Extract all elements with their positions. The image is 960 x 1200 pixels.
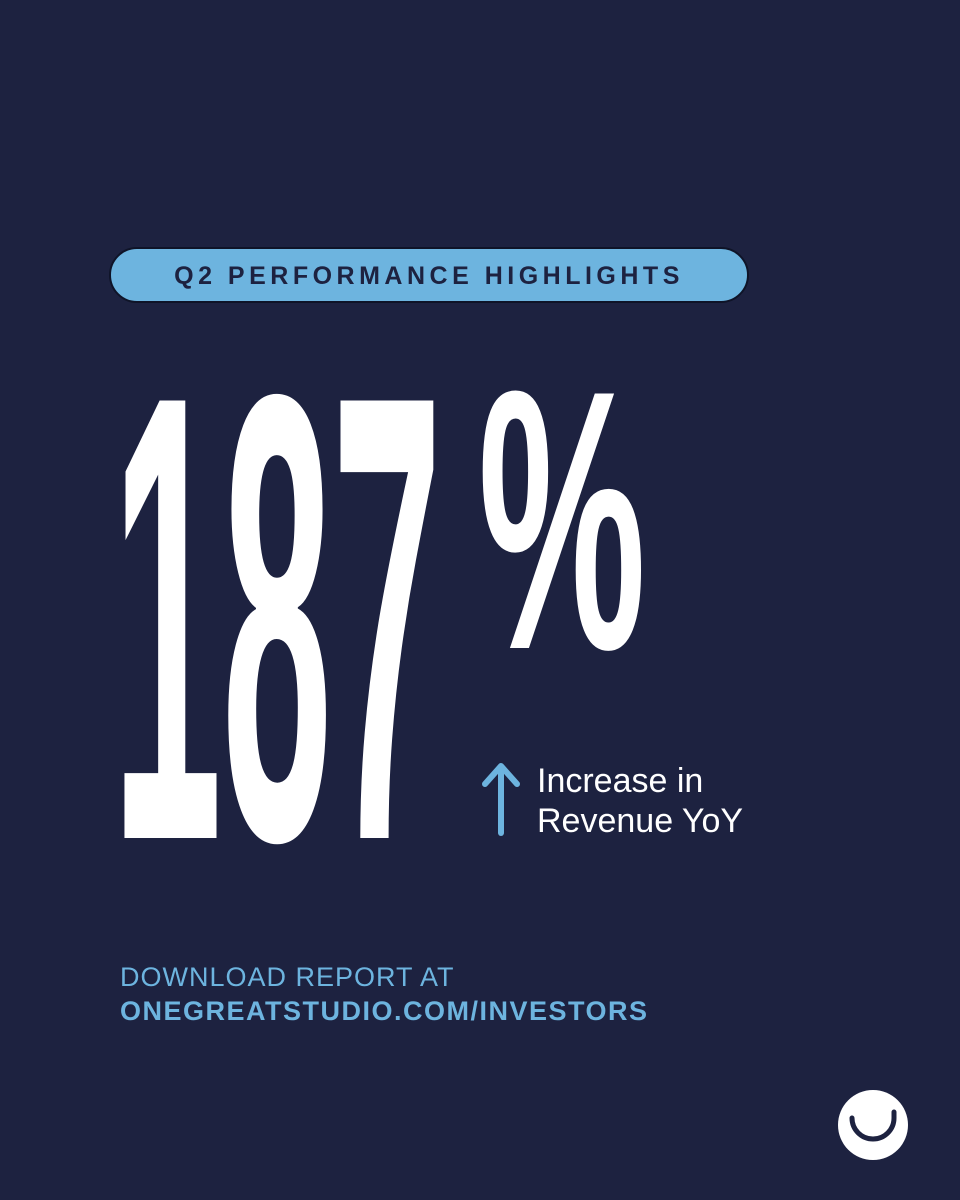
footer-line: DOWNLOAD REPORT AT — [120, 962, 455, 992]
stat-number: 187 — [112, 262, 442, 973]
badge — [109, 247, 749, 303]
caption-line: Increase in — [537, 762, 703, 800]
footer-link: ONEGREATSTUDIO.COM/INVESTORS — [120, 996, 649, 1026]
logo — [838, 1090, 908, 1160]
up-arrow — [482, 763, 520, 836]
badge-text: Q2 PERFORMANCE HIGHLIGHTS — [174, 262, 684, 290]
stat-unit: % — [478, 314, 646, 727]
caption-line: Revenue YoY — [537, 802, 743, 840]
